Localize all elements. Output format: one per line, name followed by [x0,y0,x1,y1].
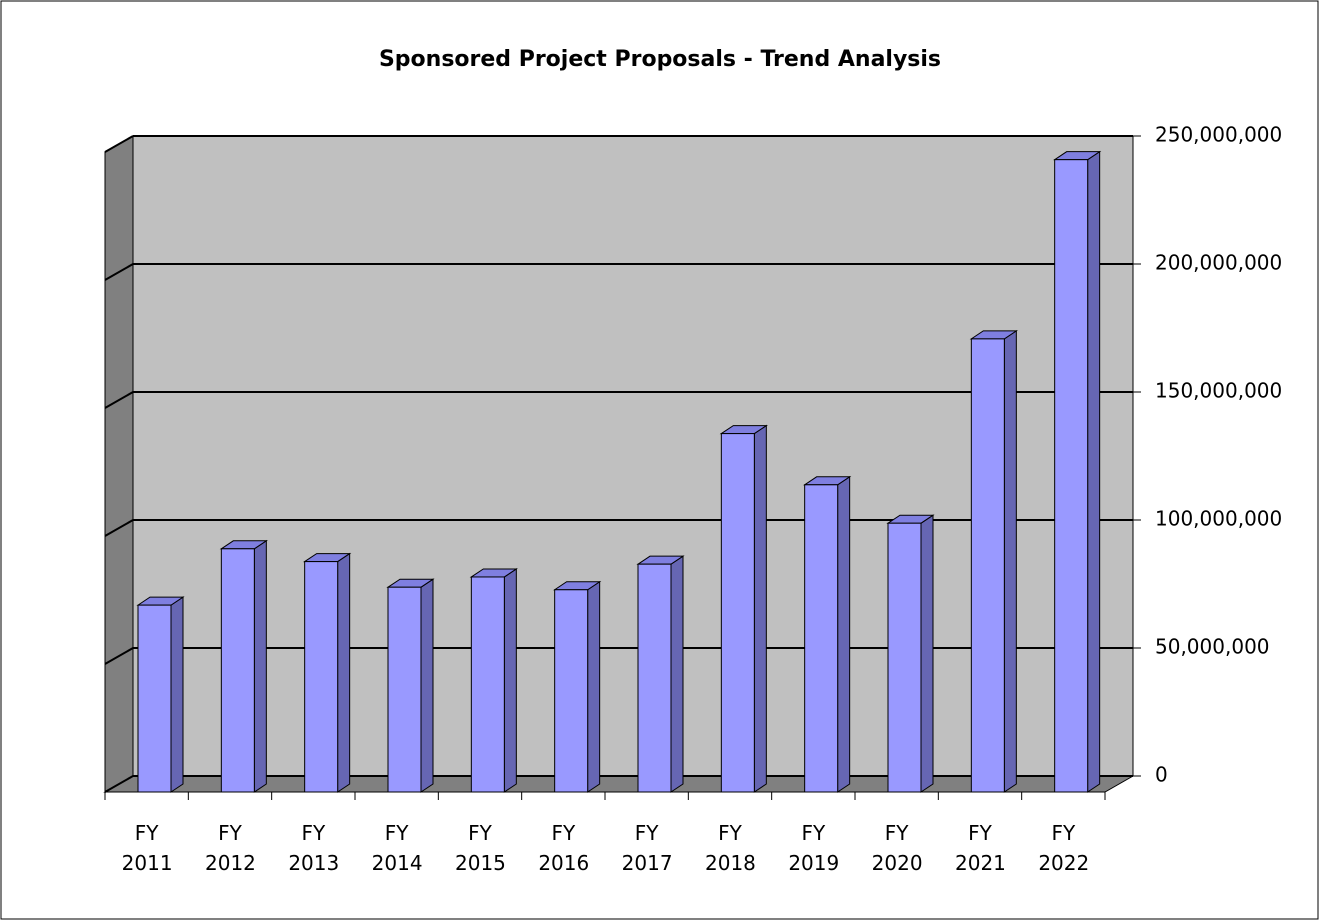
bar-side [1003,329,1017,793]
bar-side [670,555,684,793]
x-tick-label: FY 2019 [788,821,840,875]
bar-side [420,578,434,793]
bar [470,576,505,793]
bar [304,561,339,793]
bar [804,484,839,793]
bar-side [337,552,351,793]
bar [554,589,589,793]
x-tick-label: FY 2014 [371,821,423,875]
bar [387,586,422,793]
x-tick-label: FY 2015 [455,821,506,875]
grid-line-side [104,519,134,537]
x-tick-label: FY 2018 [705,821,756,875]
y-tick-label: 50,000,000 [1155,635,1270,659]
bar [970,338,1005,793]
bar-side [837,475,851,793]
bar [637,563,672,793]
x-tick-label: FY 2011 [121,821,173,875]
bar-side [1087,150,1101,793]
bar [720,433,755,793]
bar-side [253,539,267,793]
chart-title: Sponsored Project Proposals - Trend Anal… [379,47,941,72]
side-wall [104,135,134,793]
bar [887,522,922,793]
x-tick-label: FY 2022 [1038,821,1090,875]
grid-line-side [104,135,134,153]
bar-side [587,580,601,793]
x-tick-label: FY 2017 [621,821,673,875]
bar [220,548,255,793]
y-tick-label: 150,000,000 [1155,379,1282,403]
y-tick-label: 0 [1155,763,1168,787]
bar-side [503,568,517,793]
grid-line-side [104,391,134,409]
grid-line-side [104,775,134,793]
bar-side [920,514,934,793]
bar [1054,159,1089,793]
bar-side [753,424,767,793]
grid-line-side [104,263,134,281]
y-tick-label: 250,000,000 [1155,123,1282,147]
x-tick-label: FY 2020 [871,821,923,875]
bar-side [170,596,184,793]
y-tick-label: 100,000,000 [1155,507,1282,531]
x-tick-label: FY 2021 [955,821,1006,875]
bar [137,604,172,793]
x-tick-label: FY 2016 [538,821,590,875]
x-tick-label: FY 2013 [288,821,340,875]
x-tick-label: FY 2012 [205,821,256,875]
grid-line-side [104,647,134,665]
y-tick-label: 200,000,000 [1155,251,1282,275]
